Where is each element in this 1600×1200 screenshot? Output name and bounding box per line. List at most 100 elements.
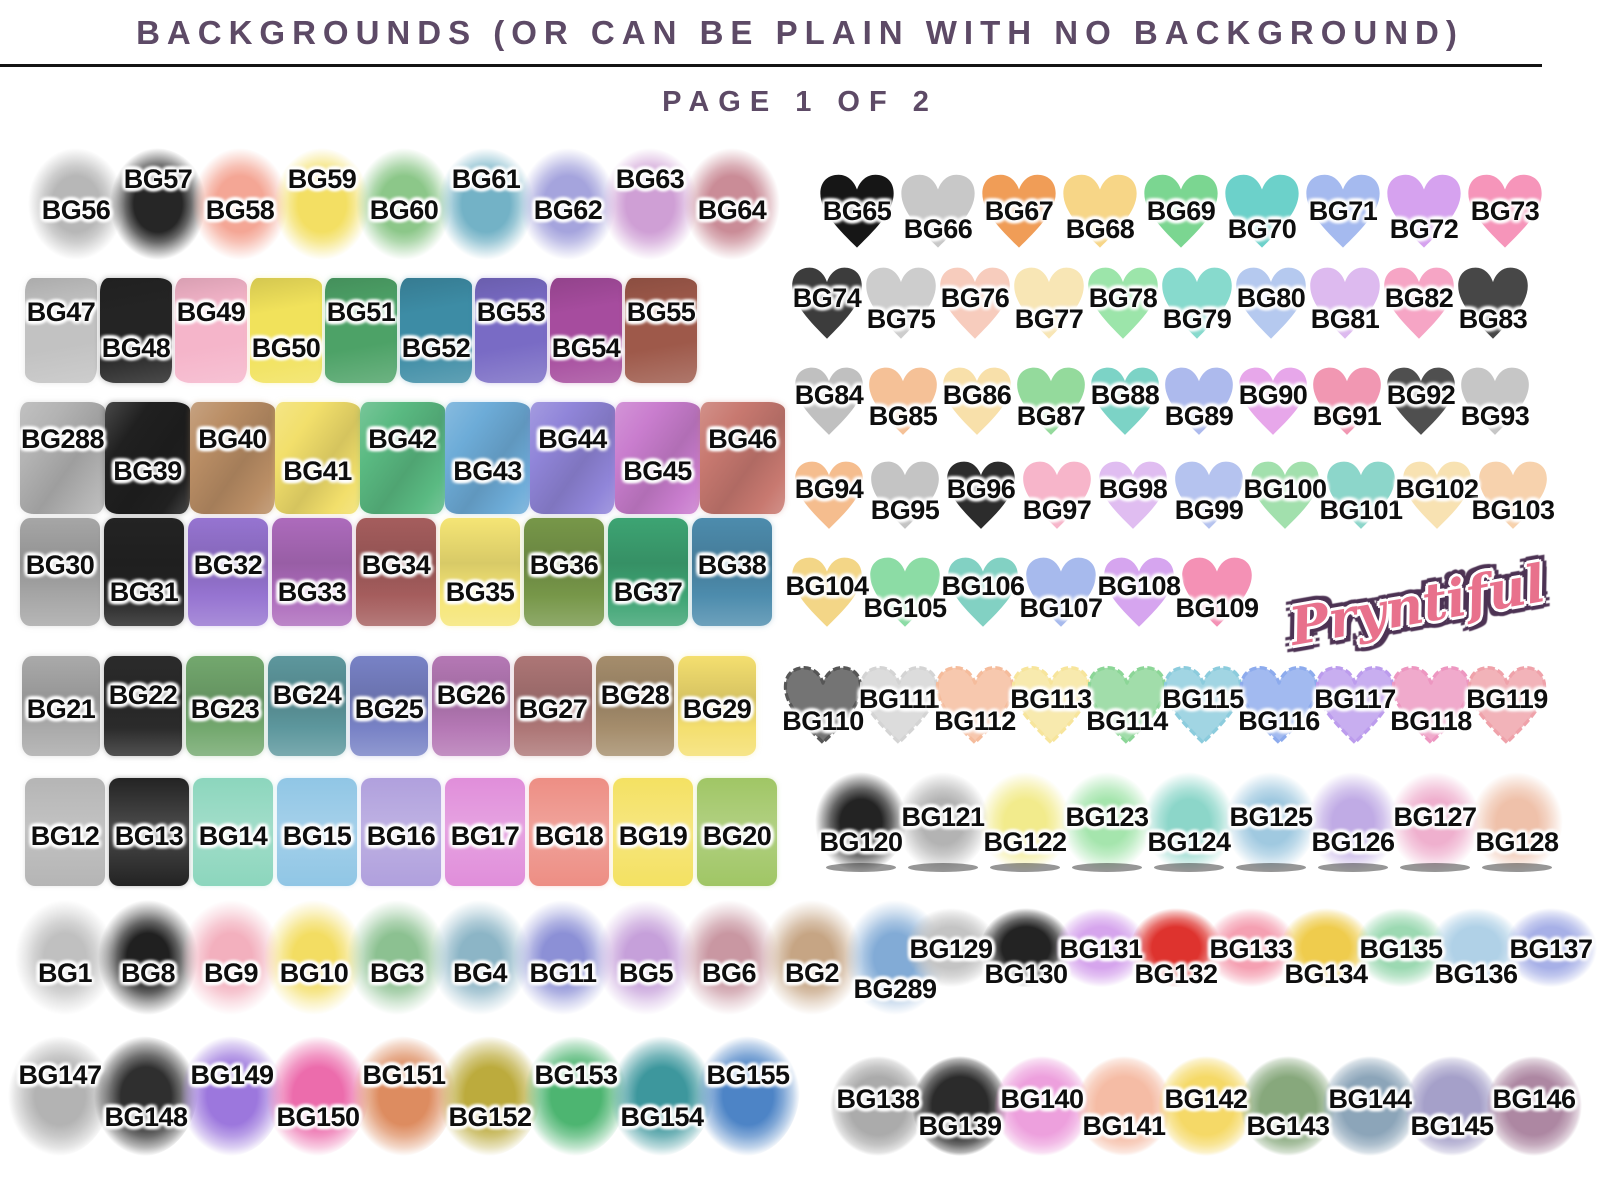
heart-shape bbox=[1403, 461, 1471, 529]
swatch-label-bg99: BG99 bbox=[1174, 494, 1244, 525]
swatch-label-bg47: BG47 bbox=[26, 296, 96, 327]
swatch-bg52 bbox=[400, 278, 472, 383]
swatch-label-bg46: BG46 bbox=[708, 424, 777, 455]
swatch-bg107 bbox=[1024, 556, 1098, 630]
heart-shape bbox=[820, 174, 894, 248]
swatch-label-bg57: BG57 bbox=[123, 163, 193, 194]
swatch-bg23 bbox=[186, 656, 264, 756]
swatch-bg66 bbox=[899, 173, 977, 251]
heart-shape bbox=[1310, 267, 1380, 339]
swatch-bg83 bbox=[1456, 266, 1530, 342]
heart-shape bbox=[1467, 666, 1547, 745]
swatch-label-bg95: BG95 bbox=[870, 494, 940, 525]
swatch-bg93 bbox=[1459, 366, 1531, 438]
swatch-bg91 bbox=[1311, 366, 1383, 438]
swatch-label-bg15: BG15 bbox=[282, 821, 352, 852]
swatch-label-bg134: BG134 bbox=[1284, 959, 1368, 990]
swatch-label-bg43: BG43 bbox=[453, 455, 522, 486]
swatch-bg140 bbox=[994, 1056, 1090, 1156]
swatch-label-bg148: BG148 bbox=[104, 1102, 188, 1132]
swatch-label-bg130: BG130 bbox=[984, 959, 1068, 990]
swatch-label-bg71: BG71 bbox=[1308, 196, 1378, 227]
swatch-label-bg1: BG1 bbox=[37, 957, 93, 988]
swatch-bg88 bbox=[1089, 366, 1161, 438]
swatch-label-bg120: BG120 bbox=[819, 827, 903, 857]
swatch-label-bg125: BG125 bbox=[1229, 802, 1313, 832]
swatch-label-bg4: BG4 bbox=[452, 957, 508, 988]
swatch-bg72 bbox=[1385, 173, 1463, 251]
swatch-label-bg155: BG155 bbox=[706, 1060, 790, 1090]
heart-shape bbox=[869, 367, 937, 435]
swatch-label-bg19: BG19 bbox=[618, 821, 688, 852]
swatch-bg30 bbox=[20, 518, 100, 626]
swatch-bg53 bbox=[475, 278, 547, 383]
swatch-label-bg288: BG288 bbox=[20, 424, 105, 455]
swatch-bg55 bbox=[625, 278, 697, 383]
heart-shape bbox=[1458, 267, 1528, 339]
swatch-bg155 bbox=[696, 1036, 800, 1156]
swatch-label-bg22: BG22 bbox=[108, 680, 178, 710]
heart-shape bbox=[1026, 557, 1096, 627]
swatch-bg37 bbox=[608, 518, 688, 626]
heart-shape bbox=[1239, 367, 1307, 435]
swatch-bg123 bbox=[1061, 772, 1153, 872]
swatch-label-bg56: BG56 bbox=[41, 195, 111, 226]
swatch-label-bg108: BG108 bbox=[1097, 570, 1181, 601]
swatch-label-bg122: BG122 bbox=[983, 827, 1067, 857]
swatch-bg50 bbox=[250, 278, 322, 383]
swatch-label-bg128: BG128 bbox=[1475, 827, 1559, 857]
heart-shape bbox=[1182, 557, 1252, 627]
swatch-label-bg140: BG140 bbox=[1000, 1084, 1084, 1114]
heart-shape bbox=[792, 267, 862, 339]
swatch-label-bg35: BG35 bbox=[445, 577, 515, 608]
swatch-label-bg37: BG37 bbox=[613, 577, 683, 608]
swatch-bg68 bbox=[1061, 173, 1139, 251]
swatch-label-bg40: BG40 bbox=[198, 424, 267, 455]
swatch-bg31 bbox=[104, 518, 184, 626]
swatch-bg29 bbox=[678, 656, 756, 756]
swatch-label-bg14: BG14 bbox=[198, 821, 268, 852]
swatch-label-bg23: BG23 bbox=[190, 694, 260, 724]
swatch-bg20 bbox=[697, 778, 777, 886]
swatch-bg99 bbox=[1173, 460, 1245, 532]
heart-shape bbox=[943, 367, 1011, 435]
swatch-label-bg151: BG151 bbox=[362, 1060, 446, 1090]
swatch-bg77 bbox=[1012, 266, 1086, 342]
swatch-label-bg132: BG132 bbox=[1134, 959, 1218, 990]
swatch-label-bg11: BG11 bbox=[529, 957, 597, 988]
swatch-bg58 bbox=[192, 148, 288, 260]
swatch-label-bg111: BG111 bbox=[858, 683, 940, 714]
swatch-bg141 bbox=[1076, 1056, 1172, 1156]
swatch-bg85 bbox=[867, 366, 939, 438]
swatch-bg103 bbox=[1477, 460, 1549, 532]
heart-shape bbox=[1327, 461, 1395, 529]
swatch-bg139 bbox=[912, 1056, 1008, 1156]
swatch-label-bg54: BG54 bbox=[551, 332, 621, 363]
swatch-label-bg144: BG144 bbox=[1328, 1084, 1412, 1114]
swatch-label-bg143: BG143 bbox=[1246, 1111, 1330, 1141]
swatch-label-bg29: BG29 bbox=[682, 694, 752, 724]
swatch-bg97 bbox=[1021, 460, 1093, 532]
swatch-bg120 bbox=[815, 772, 907, 872]
swatch-label-bg13: BG13 bbox=[114, 821, 184, 852]
heart-shape bbox=[1162, 267, 1232, 339]
swatch-label-bg51: BG51 bbox=[326, 296, 396, 327]
swatch-label-bg25: BG25 bbox=[354, 694, 424, 724]
swatch-label-bg3: BG3 bbox=[369, 957, 425, 988]
swatch-label-bg67: BG67 bbox=[984, 196, 1054, 227]
swatch-label-bg126: BG126 bbox=[1311, 827, 1395, 857]
swatch-label-bg66: BG66 bbox=[903, 213, 973, 244]
swatch-bg24 bbox=[268, 656, 346, 756]
swatch-bg138 bbox=[830, 1056, 926, 1156]
swatch-label-bg27: BG27 bbox=[518, 694, 588, 724]
heart-shape bbox=[795, 461, 863, 529]
swatch-bg144 bbox=[1322, 1056, 1418, 1156]
swatch-label-bg32: BG32 bbox=[193, 550, 263, 581]
swatch-bg27 bbox=[514, 656, 592, 756]
swatch-bg41 bbox=[275, 402, 360, 514]
swatch-bg105 bbox=[868, 556, 942, 630]
swatch-label-bg85: BG85 bbox=[868, 400, 938, 431]
swatch-label-bg78: BG78 bbox=[1088, 282, 1158, 313]
heart-shape bbox=[1017, 367, 1085, 435]
swatch-label-bg52: BG52 bbox=[401, 332, 471, 363]
